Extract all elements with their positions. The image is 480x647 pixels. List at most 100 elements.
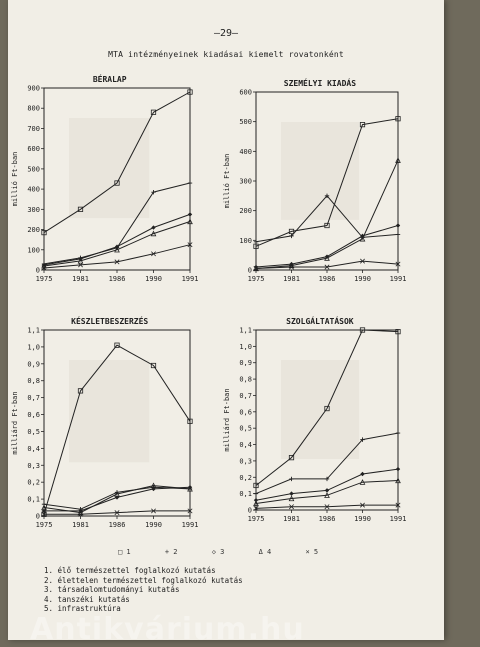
y-tick-label: 0,5 bbox=[239, 425, 252, 433]
data-point-triangle bbox=[114, 490, 120, 497]
data-point-cross bbox=[187, 242, 193, 248]
y-tick-label: 1,0 bbox=[239, 343, 252, 351]
x-tick-label: 1986 bbox=[319, 515, 336, 523]
data-point-cross bbox=[253, 505, 259, 511]
data-point-plus bbox=[151, 189, 156, 195]
y-tick-label: 1,1 bbox=[27, 327, 40, 335]
series-line-4 bbox=[43, 221, 191, 267]
y-tick-label: 0,1 bbox=[239, 490, 252, 498]
y-tick-label: 0,6 bbox=[27, 411, 40, 419]
data-point-plus bbox=[253, 239, 259, 245]
page-number: —29— bbox=[213, 28, 239, 39]
data-point-triangle bbox=[359, 479, 366, 485]
y-tick-label: 100 bbox=[239, 237, 252, 245]
data-point-cross bbox=[114, 259, 120, 265]
data-point-cross bbox=[395, 261, 401, 267]
y-tick-label: 0 bbox=[36, 513, 40, 521]
data-point-diamond bbox=[151, 225, 156, 230]
x-tick-label: 1981 bbox=[283, 275, 300, 283]
data-point-cross bbox=[41, 265, 47, 271]
data-point-square bbox=[187, 89, 193, 95]
x-tick-label: 1975 bbox=[248, 275, 265, 283]
data-point-triangle bbox=[114, 246, 120, 253]
data-point-diamond bbox=[253, 497, 259, 503]
x-tick-label: 1991 bbox=[390, 515, 407, 523]
y-tick-label: 0 bbox=[248, 507, 252, 515]
y-tick-label: 0,7 bbox=[27, 394, 40, 402]
y-axis-label: milliárd Ft-ban bbox=[11, 391, 19, 454]
data-point-plus bbox=[395, 232, 401, 237]
data-point-square bbox=[150, 362, 157, 369]
data-point-diamond bbox=[187, 212, 193, 217]
series-line-4 bbox=[255, 159, 399, 269]
x-tick-label: 1981 bbox=[72, 521, 89, 529]
chart-title: SZEMÉLYI KIADÁS bbox=[284, 77, 356, 88]
x-tick-label: 1986 bbox=[109, 275, 126, 283]
data-point-triangle bbox=[187, 485, 193, 492]
series-line-1 bbox=[255, 329, 399, 486]
series-line-1 bbox=[43, 344, 191, 515]
y-tick-label: 0 bbox=[248, 267, 252, 275]
data-point-cross bbox=[324, 264, 330, 270]
data-point-triangle bbox=[395, 157, 401, 163]
x-tick-label: 1991 bbox=[182, 521, 199, 529]
data-point-cross bbox=[187, 508, 193, 514]
data-point-square bbox=[395, 329, 401, 335]
x-tick-label: 1981 bbox=[72, 275, 89, 283]
data-point-triangle bbox=[41, 504, 47, 511]
y-tick-label: 0,2 bbox=[239, 474, 252, 482]
data-point-plus bbox=[324, 476, 330, 482]
y-tick-label: 600 bbox=[239, 89, 252, 97]
data-point-square bbox=[359, 327, 366, 333]
data-point-cross bbox=[151, 251, 156, 257]
x-tick-label: 1991 bbox=[182, 275, 199, 283]
y-tick-label: 0,7 bbox=[239, 392, 252, 400]
x-tick-label: 1990 bbox=[354, 515, 371, 523]
y-axis-label: millió Ft-ban bbox=[11, 152, 19, 207]
data-point-cross bbox=[78, 511, 83, 517]
y-tick-label: 1,1 bbox=[239, 327, 252, 335]
data-point-square bbox=[77, 206, 84, 212]
x-tick-label: 1990 bbox=[145, 275, 162, 283]
data-point-triangle bbox=[288, 495, 295, 502]
data-point-cross bbox=[360, 258, 365, 264]
data-point-triangle bbox=[324, 492, 330, 498]
data-point-cross bbox=[41, 511, 47, 517]
data-point-plus bbox=[289, 476, 294, 482]
y-tick-label: 0 bbox=[36, 267, 40, 275]
series-line-4 bbox=[255, 480, 399, 504]
data-point-diamond bbox=[395, 223, 401, 228]
y-tick-label: 200 bbox=[239, 207, 252, 215]
data-point-plus bbox=[395, 430, 401, 436]
data-point-diamond bbox=[289, 491, 294, 496]
series-line-1 bbox=[43, 91, 191, 234]
y-tick-label: 0,4 bbox=[27, 445, 40, 453]
x-tick-label: 1975 bbox=[248, 515, 265, 523]
data-point-diamond bbox=[151, 486, 156, 492]
y-tick-label: 400 bbox=[27, 186, 40, 194]
data-point-cross bbox=[253, 266, 259, 271]
data-point-square bbox=[253, 243, 259, 249]
x-tick-label: 1986 bbox=[319, 275, 336, 283]
background-texture bbox=[281, 360, 360, 459]
chart-title: BÉRALAP bbox=[93, 73, 127, 84]
data-point-diamond bbox=[395, 466, 401, 472]
data-point-triangle bbox=[77, 257, 84, 264]
data-point-square bbox=[359, 122, 366, 128]
data-point-square bbox=[41, 229, 47, 236]
paper-page: —29— MTA intézményeinek kiadásai kiemelt… bbox=[8, 0, 444, 640]
x-tick-label: 1990 bbox=[354, 275, 371, 283]
y-tick-label: 0,1 bbox=[27, 496, 40, 504]
y-tick-label: 0,4 bbox=[239, 441, 252, 449]
data-point-triangle bbox=[253, 500, 259, 507]
data-point-plus bbox=[253, 491, 259, 496]
y-axis-label: milliárd Ft-ban bbox=[223, 388, 231, 451]
y-tick-label: 1,0 bbox=[27, 343, 40, 351]
data-point-triangle bbox=[395, 477, 401, 484]
data-point-triangle bbox=[187, 218, 193, 225]
background-texture bbox=[69, 360, 150, 463]
data-point-triangle bbox=[324, 255, 330, 261]
